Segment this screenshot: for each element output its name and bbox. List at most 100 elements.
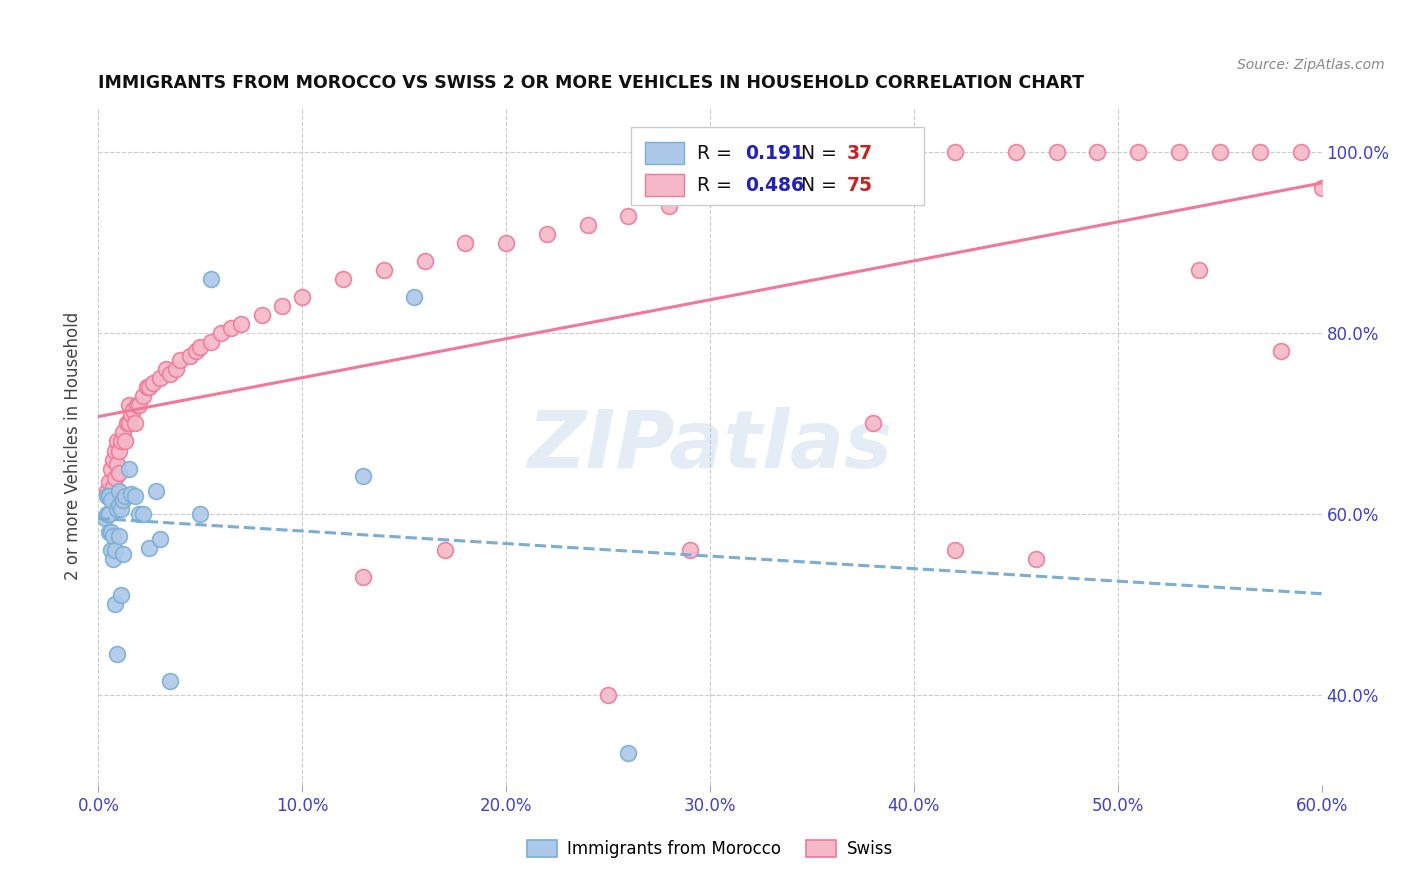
Point <box>105 434 128 449</box>
Text: Source: ZipAtlas.com: Source: ZipAtlas.com <box>1237 58 1385 72</box>
Point <box>124 489 146 503</box>
Text: 0.191: 0.191 <box>745 144 804 162</box>
Point <box>110 502 132 516</box>
Point <box>1249 145 1271 160</box>
Point <box>434 543 457 558</box>
Point <box>108 443 131 458</box>
Point <box>118 417 141 431</box>
Point <box>111 493 134 508</box>
Point <box>100 493 122 508</box>
Point <box>128 507 150 521</box>
Point <box>1004 145 1026 160</box>
Point <box>115 417 138 431</box>
Point <box>598 688 620 702</box>
Point <box>97 507 120 521</box>
Point <box>352 468 374 483</box>
Point <box>100 461 122 475</box>
Point <box>97 475 120 490</box>
Point <box>118 461 141 475</box>
Text: 37: 37 <box>846 144 873 162</box>
Point <box>332 272 354 286</box>
Point <box>108 529 131 543</box>
Point <box>200 272 222 286</box>
Point <box>801 172 824 186</box>
Point <box>454 235 477 250</box>
Point <box>97 489 120 503</box>
Point <box>93 511 115 525</box>
Point <box>105 502 128 516</box>
Point <box>110 434 132 449</box>
Point <box>114 489 136 503</box>
Point <box>1310 181 1333 195</box>
Text: 0.486: 0.486 <box>745 176 804 194</box>
Text: R =: R = <box>696 176 738 194</box>
Point <box>270 299 294 313</box>
Point <box>111 548 134 562</box>
Point <box>576 218 599 232</box>
Point <box>679 543 702 558</box>
Point <box>186 344 208 359</box>
Text: IMMIGRANTS FROM MOROCCO VS SWISS 2 OR MORE VEHICLES IN HOUSEHOLD CORRELATION CHA: IMMIGRANTS FROM MOROCCO VS SWISS 2 OR MO… <box>98 74 1084 92</box>
Point <box>100 524 122 539</box>
Point <box>136 380 159 394</box>
Point <box>114 434 136 449</box>
Point <box>96 507 118 521</box>
Point <box>1045 145 1069 160</box>
Text: ZIPatlas: ZIPatlas <box>527 407 893 485</box>
Point <box>104 543 127 558</box>
Point <box>165 362 187 376</box>
Point <box>1209 145 1232 160</box>
Point <box>1128 145 1150 160</box>
Point <box>159 367 181 381</box>
Point <box>108 498 131 512</box>
Point <box>413 253 436 268</box>
Point <box>110 588 132 602</box>
Text: 75: 75 <box>846 176 873 194</box>
Point <box>149 371 172 385</box>
Point <box>352 570 374 584</box>
Point <box>100 543 122 558</box>
Point <box>943 543 966 558</box>
Point <box>188 340 212 354</box>
Point <box>903 154 925 169</box>
Point <box>128 398 150 412</box>
Point <box>120 487 142 501</box>
Point <box>536 227 558 241</box>
Point <box>101 452 124 467</box>
Point <box>200 334 222 349</box>
Point <box>104 470 127 484</box>
Point <box>104 597 127 611</box>
Point <box>159 673 181 688</box>
Point <box>1085 145 1108 160</box>
Point <box>105 647 128 661</box>
Point <box>219 321 242 335</box>
Text: N =: N = <box>800 176 842 194</box>
Point <box>862 417 884 431</box>
Bar <box>645 143 685 164</box>
Point <box>145 484 167 499</box>
Point <box>231 317 253 331</box>
Point <box>155 362 177 376</box>
Point <box>149 532 172 546</box>
Point <box>404 290 426 304</box>
Legend: Immigrants from Morocco, Swiss: Immigrants from Morocco, Swiss <box>520 833 900 864</box>
Point <box>291 290 314 304</box>
Point <box>699 190 721 204</box>
Point <box>142 376 165 390</box>
Point <box>96 484 118 499</box>
Point <box>495 235 517 250</box>
Point <box>108 484 131 499</box>
Point <box>132 389 155 403</box>
Point <box>101 529 124 543</box>
Point <box>138 541 160 556</box>
Point <box>1188 262 1211 277</box>
Point <box>101 480 124 494</box>
Point <box>209 326 232 340</box>
Point <box>127 398 149 412</box>
Point <box>617 747 640 761</box>
Point <box>108 466 131 480</box>
Point <box>105 457 128 471</box>
Point <box>169 353 191 368</box>
Point <box>122 402 145 417</box>
Point <box>943 145 966 160</box>
